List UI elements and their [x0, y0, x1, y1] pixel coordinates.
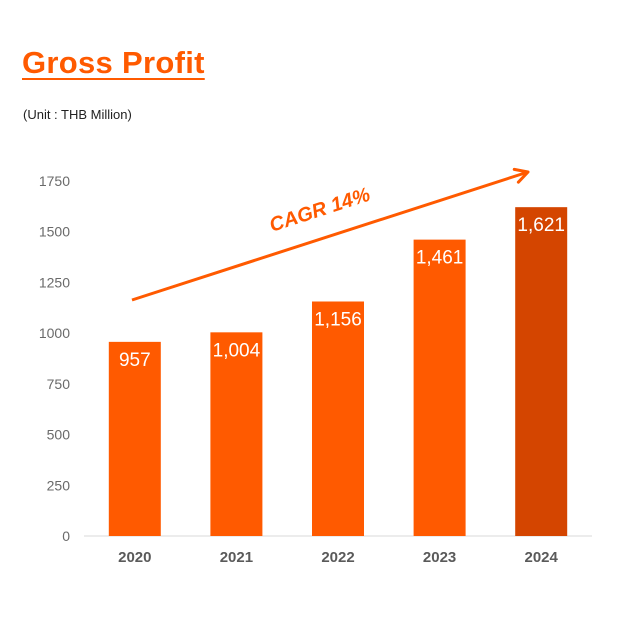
x-tick-label: 2022	[321, 549, 354, 566]
bar-value-label: 957	[119, 350, 151, 371]
trend-arrow	[131, 170, 529, 302]
cagr-label: CAGR 14%	[267, 184, 373, 237]
bar	[108, 341, 161, 536]
cagr-annotation: CAGR 14%	[131, 167, 530, 302]
y-tick-label: 1750	[39, 173, 70, 189]
chart-title: Gross Profit	[22, 45, 205, 80]
y-tick-label: 750	[47, 376, 71, 392]
chart-subtitle: (Unit : THB Million)	[23, 107, 132, 122]
y-tick-label: 1250	[39, 274, 70, 290]
arrow-head-icon	[512, 167, 530, 184]
x-axis: 2020 2021 2022 2023 2024	[118, 549, 558, 566]
bar	[312, 301, 364, 536]
bar	[413, 239, 466, 536]
bar	[210, 332, 263, 536]
x-tick-label: 2023	[423, 549, 456, 566]
y-tick-label: 250	[47, 477, 71, 493]
x-tick-label: 2020	[118, 549, 151, 566]
x-tick-label: 2021	[220, 549, 253, 566]
y-tick-label: 1500	[39, 224, 70, 240]
bar-value-label: 1,461	[416, 248, 464, 269]
bar	[515, 207, 568, 536]
bar-value-label: 1,004	[213, 340, 261, 361]
y-tick-label: 0	[62, 528, 70, 544]
x-tick-label: 2024	[525, 549, 559, 566]
bars-group: 957 1,004 1,156 1,461 1,621	[108, 207, 568, 536]
y-axis: 0 250 500 750 1000 1250 1500 1750	[39, 173, 70, 544]
bar-value-label: 1,621	[517, 215, 565, 236]
y-tick-label: 500	[47, 427, 71, 443]
y-tick-label: 1000	[39, 325, 70, 341]
bar-value-label: 1,156	[314, 309, 362, 330]
